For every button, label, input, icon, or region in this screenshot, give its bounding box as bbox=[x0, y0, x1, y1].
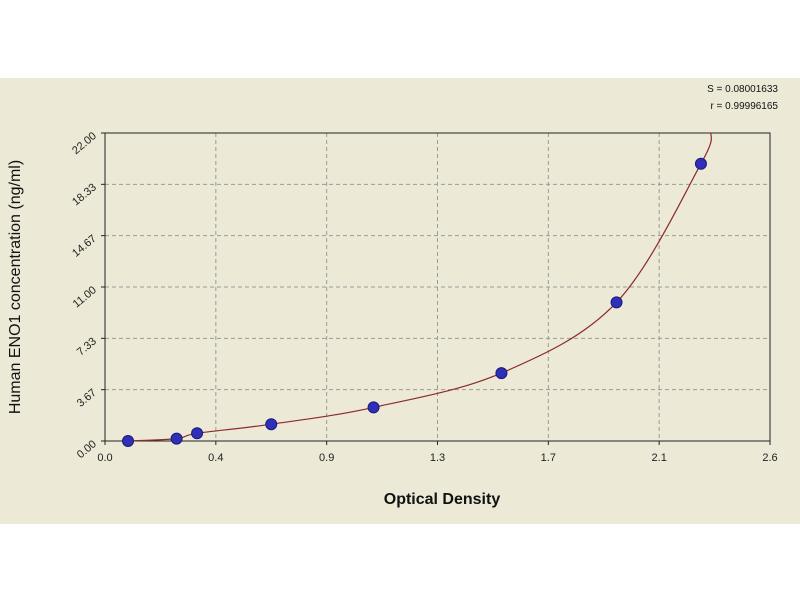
y-tick-label: 14.67 bbox=[70, 233, 99, 260]
chart: 0.0 0.4 0.9 1.3 1.7 2.1 2.6 0.00 3.67 7.33 11.00 1… bbox=[7, 84, 778, 508]
y-tick-label: 7.33 bbox=[75, 335, 99, 358]
data-point bbox=[191, 427, 204, 440]
y-tick-label: 3.67 bbox=[75, 387, 99, 410]
data-points bbox=[122, 157, 707, 447]
data-point bbox=[694, 157, 707, 170]
chart-panel: 0.0 0.4 0.9 1.3 1.7 2.1 2.6 0.00 3.67 7.33 11.00 1… bbox=[0, 78, 800, 524]
data-point bbox=[367, 401, 380, 414]
grid bbox=[101, 132, 771, 445]
x-tick-label: 2.1 bbox=[652, 452, 667, 464]
plot-area bbox=[104, 132, 771, 442]
x-tick-label: 1.3 bbox=[430, 452, 445, 464]
stats-s: S = 0.08001633 bbox=[707, 84, 778, 95]
x-tick-label: 0.9 bbox=[319, 452, 334, 464]
y-tick-labels: 0.00 3.67 7.33 11.00 14.67 18.33 22.00 bbox=[70, 130, 99, 461]
x-axis-label: Optical Density bbox=[384, 491, 501, 508]
y-tick-label: 18.33 bbox=[70, 181, 99, 208]
x-tick-labels: 0.0 0.4 0.9 1.3 1.7 2.1 2.6 bbox=[97, 452, 777, 464]
x-tick-label: 0.0 bbox=[97, 452, 112, 464]
x-tick-label: 0.4 bbox=[208, 452, 223, 464]
y-axis-label: Human ENO1 concentration (ng/ml) bbox=[7, 160, 24, 414]
data-point bbox=[122, 435, 135, 447]
x-tick-label: 2.6 bbox=[762, 452, 777, 464]
data-point bbox=[610, 296, 623, 309]
data-point bbox=[170, 432, 183, 445]
data-point bbox=[495, 367, 508, 380]
y-tick-label: 11.00 bbox=[71, 284, 99, 310]
x-tick-label: 1.7 bbox=[541, 452, 556, 464]
stats-r: r = 0.99996165 bbox=[710, 101, 778, 112]
data-point bbox=[265, 418, 278, 431]
y-tick-label: 0.00 bbox=[75, 438, 99, 461]
y-tick-label: 22.00 bbox=[70, 130, 99, 157]
